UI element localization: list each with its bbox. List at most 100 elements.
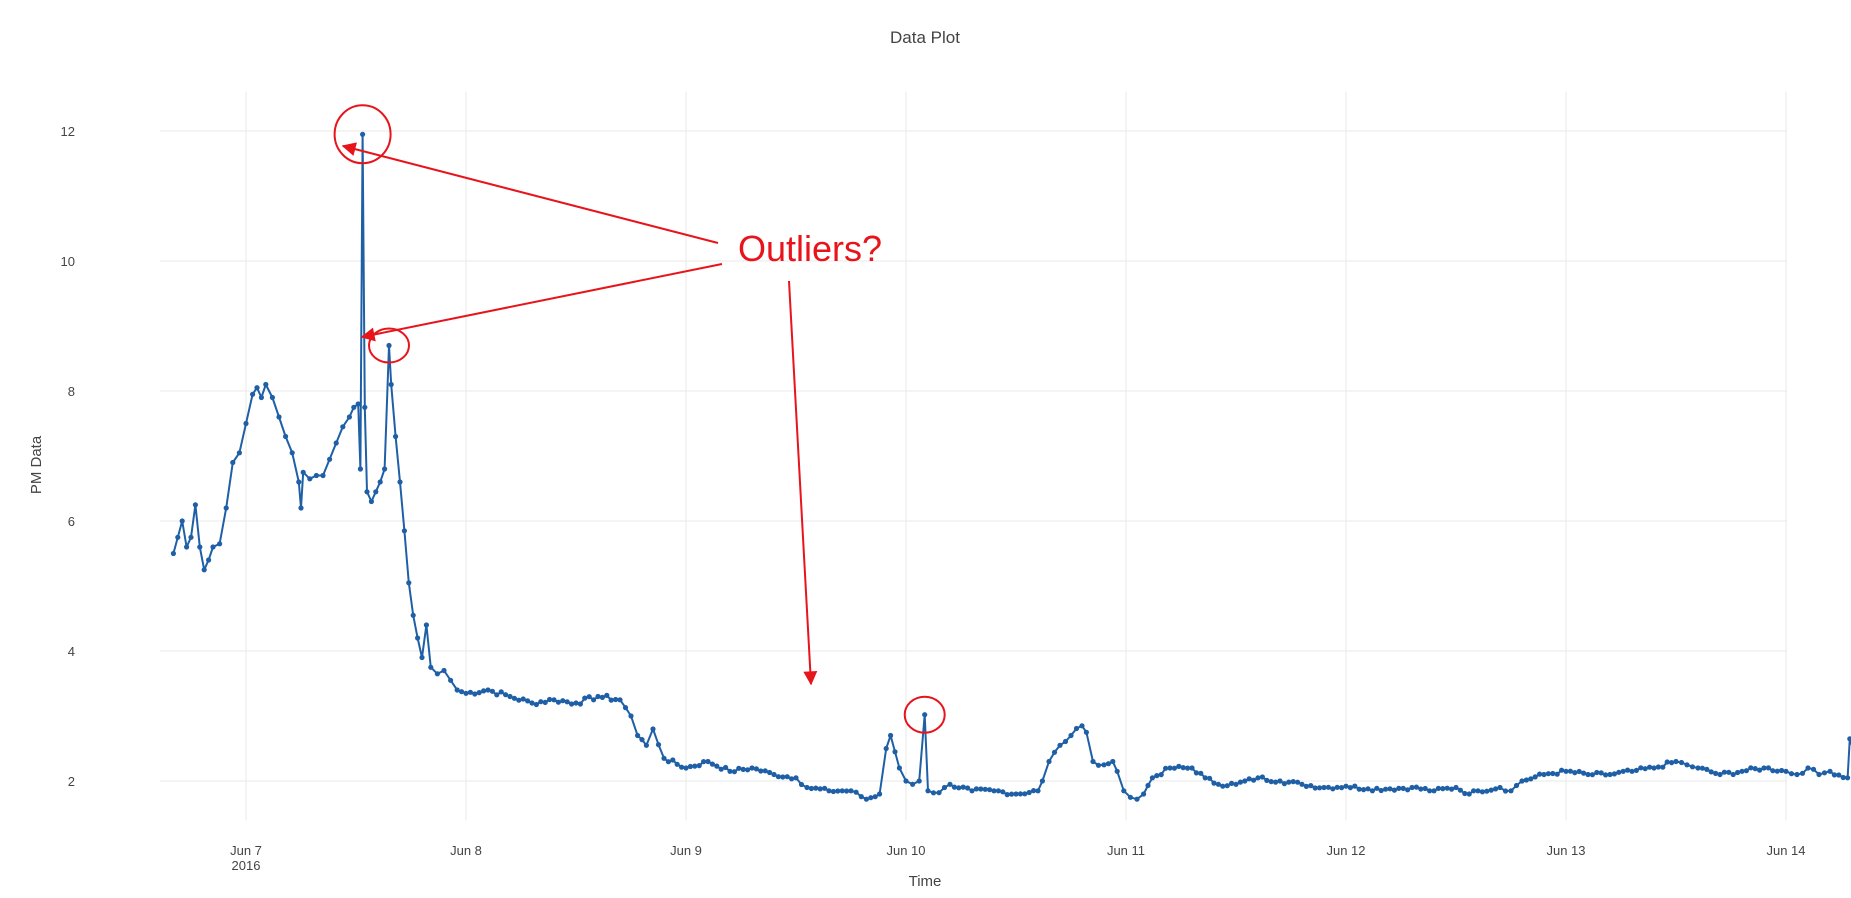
data-point	[1554, 771, 1560, 777]
data-point	[1251, 777, 1257, 783]
data-point	[736, 765, 742, 771]
data-point	[382, 466, 388, 472]
data-point	[1361, 787, 1367, 793]
data-point	[269, 394, 275, 401]
data-point	[1114, 768, 1120, 774]
data-point	[1026, 789, 1032, 796]
data-point	[551, 697, 557, 703]
data-point	[1268, 779, 1274, 785]
data-point	[388, 381, 394, 388]
data-point	[498, 689, 504, 695]
data-point	[892, 749, 898, 755]
data-point	[830, 788, 837, 795]
x-tick-label-5: Jun 12	[1326, 843, 1365, 858]
data-point	[793, 775, 799, 781]
data-point	[192, 502, 198, 508]
data-point	[1273, 779, 1279, 785]
data-point	[1101, 762, 1107, 768]
data-point	[1312, 785, 1318, 791]
data-point	[423, 622, 429, 628]
data-point	[1259, 774, 1265, 780]
series-line-pm-data	[172, 133, 1851, 801]
data-point	[1083, 729, 1089, 735]
data-point	[960, 784, 966, 790]
y-tick-label-12: 12	[61, 124, 75, 139]
data-point	[1550, 770, 1556, 777]
data-point	[1110, 758, 1116, 765]
data-point	[386, 342, 392, 349]
data-point	[1409, 784, 1415, 791]
data-point	[516, 697, 522, 703]
data-point	[804, 784, 810, 791]
data-point	[665, 759, 672, 765]
data-point	[481, 688, 487, 694]
data-point	[903, 778, 909, 784]
data-point	[978, 786, 984, 792]
data-point	[243, 420, 249, 427]
data-point	[1339, 785, 1345, 791]
data-point	[410, 612, 416, 618]
data-point	[1031, 788, 1037, 794]
data-point	[1134, 796, 1140, 802]
data-point	[1466, 791, 1472, 797]
data-point	[346, 414, 352, 420]
data-point	[1237, 779, 1243, 785]
data-point	[1559, 767, 1565, 773]
data-point	[401, 528, 407, 534]
data-point	[1831, 772, 1837, 778]
data-point	[1816, 771, 1822, 778]
data-point	[1242, 778, 1248, 784]
data-point	[373, 489, 379, 495]
data-point	[1572, 770, 1578, 776]
data-point	[1013, 791, 1019, 797]
data-point	[1493, 786, 1499, 792]
data-point	[925, 788, 931, 794]
data-point	[670, 757, 676, 763]
data-point	[1141, 791, 1147, 797]
data-point	[701, 759, 707, 765]
y-tick-label-6: 6	[68, 514, 75, 529]
data-point	[1836, 772, 1842, 778]
data-point	[1286, 779, 1292, 785]
data-point	[1299, 781, 1305, 787]
data-point	[753, 766, 760, 772]
outlier-arrow-1	[341, 142, 719, 244]
data-point	[896, 765, 903, 771]
data-point	[1090, 758, 1096, 765]
x-tick-label-6: Jun 13	[1546, 843, 1585, 858]
data-point	[661, 755, 667, 761]
data-point	[1330, 786, 1336, 792]
data-point	[511, 695, 517, 701]
data-point	[969, 788, 975, 794]
data-point	[1121, 788, 1127, 794]
data-point	[1391, 787, 1397, 793]
data-point	[1689, 764, 1696, 770]
data-point	[1739, 768, 1745, 774]
data-point	[951, 784, 958, 790]
data-point	[254, 385, 260, 391]
data-point	[448, 677, 454, 683]
data-point	[1068, 732, 1074, 739]
data-point	[1532, 774, 1538, 780]
data-point	[591, 697, 597, 703]
data-point	[223, 505, 229, 511]
data-point	[1471, 788, 1477, 794]
data-point	[982, 786, 988, 792]
data-point	[1695, 765, 1701, 771]
data-point	[463, 690, 469, 696]
data-point	[1598, 770, 1604, 776]
outlier-annotation: Outliers?	[333, 104, 946, 734]
data-point	[351, 404, 357, 410]
data-point	[1528, 776, 1534, 782]
data-point	[1035, 788, 1041, 794]
x-tick-label-4: Jun 11	[1107, 843, 1145, 858]
y-tick-label-8: 8	[68, 384, 75, 399]
data-point	[1805, 765, 1811, 771]
data-point	[1435, 785, 1441, 792]
data-point	[434, 671, 440, 677]
data-point	[613, 696, 619, 703]
data-point	[947, 781, 953, 787]
data-point	[1413, 784, 1419, 790]
y-axis-title: PM Data	[28, 435, 45, 494]
